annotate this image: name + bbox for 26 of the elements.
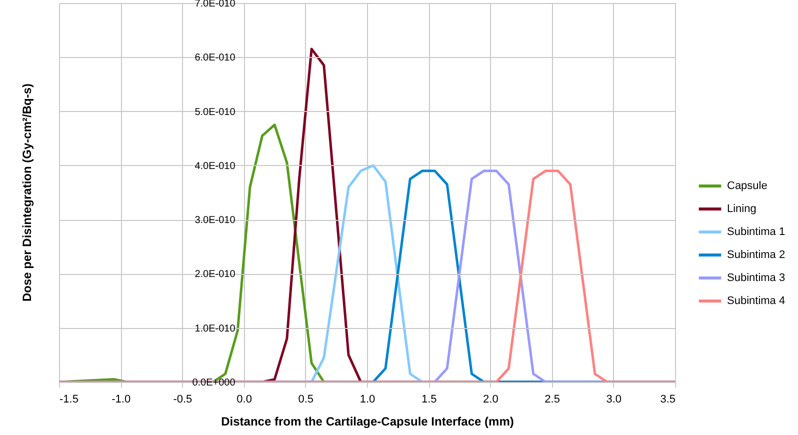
legend-label: Subintima 2	[727, 249, 786, 261]
x-tick-label: 3.5	[660, 394, 676, 406]
y-tick-label: 3.0E-010	[194, 215, 236, 226]
legend-label: Capsule	[727, 180, 768, 192]
x-tick-label: -0.5	[173, 394, 192, 406]
y-tick-label: 0.0E+000	[192, 378, 236, 388]
y-tick-label: 4.0E-010	[194, 160, 236, 172]
x-tick-label: 2.5	[544, 394, 560, 406]
x-tick-label: 0.0	[236, 394, 252, 406]
legend-label: Subintima 1	[727, 226, 786, 238]
y-tick-label: 2.0E-010	[194, 269, 236, 280]
x-tick-label: 0.5	[298, 394, 314, 406]
x-tick-label: 1.5	[421, 394, 437, 406]
x-tick-label: 2.0	[483, 394, 498, 406]
x-tick-label: -1.0	[112, 394, 131, 406]
legend-label: Lining	[727, 203, 756, 215]
x-axis-title: Distance from the Cartilage-Capsule Interface (mm)	[221, 414, 514, 428]
x-tick-label: 1.0	[360, 394, 376, 406]
legend-label: Subintima 4	[727, 295, 786, 307]
y-axis-title: Dose per Disintegration (Gy-cm²/Bq-s)	[20, 83, 34, 302]
legend-label: Subintima 3	[727, 272, 786, 284]
y-tick-label: 5.0E-010	[194, 106, 236, 118]
x-tick-label: -1.5	[60, 394, 78, 406]
x-tick-label: 3.0	[606, 394, 622, 406]
y-tick-label: 1.0E-010	[194, 323, 236, 334]
y-tick-label: 6.0E-010	[194, 52, 236, 64]
